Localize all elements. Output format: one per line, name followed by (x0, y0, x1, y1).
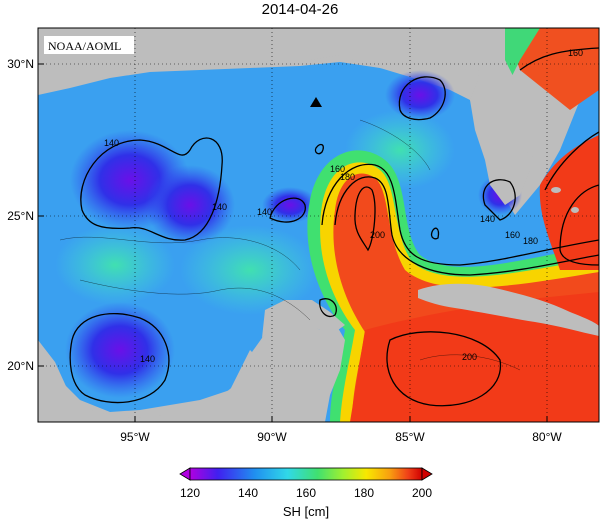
contour-label: 180 (523, 236, 538, 246)
cuba-land (418, 283, 599, 336)
contour-label: 180 (340, 172, 355, 182)
graticule (38, 28, 599, 422)
colorbar-low-arrow (179, 467, 191, 481)
contour-label: 140 (140, 354, 155, 364)
lon-label: 80°W (532, 430, 562, 444)
yucatan-land (262, 300, 345, 338)
us-gulf-coast (38, 28, 505, 92)
colorbar-tick: 120 (180, 486, 200, 500)
axis-ticks (38, 63, 548, 422)
minor-contours (59, 119, 521, 371)
contour-label: 140 (104, 138, 119, 148)
cyan-patch (55, 225, 175, 305)
island (551, 187, 561, 193)
map-frame (37, 27, 600, 423)
contour-label: 140 (257, 207, 272, 217)
colorbar: 120 140 160 180 200 SH [cm] (179, 467, 433, 519)
cold-eddy (145, 165, 235, 245)
colorbar-label: SH [cm] (283, 504, 329, 519)
contour-label: 200 (462, 352, 477, 362)
contour-label: 200 (370, 230, 385, 240)
island (571, 207, 579, 213)
colorbar-gradient (189, 467, 423, 481)
contour-label: 160 (505, 230, 520, 240)
colorbar-tick: 140 (238, 486, 258, 500)
mexico-land (38, 318, 345, 422)
agency-label-box (44, 36, 134, 54)
agency-label: NOAA/AOML (48, 39, 121, 53)
island (527, 151, 533, 159)
colorbar-tick: 200 (412, 486, 432, 500)
caribbean-warm (350, 292, 599, 422)
lon-label: 85°W (395, 430, 425, 444)
lon-label: 95°W (120, 430, 150, 444)
contour-label: 160 (568, 48, 583, 58)
contour-label: 160 (330, 164, 345, 174)
triangle-marker-icon (310, 97, 322, 107)
contour-label: 140 (212, 202, 227, 212)
colorbar-tick: 180 (354, 486, 374, 500)
lon-label: 90°W (257, 430, 287, 444)
lat-label: 30°N (7, 57, 34, 71)
lat-label: 20°N (7, 359, 34, 373)
atlantic-ocean (505, 28, 599, 110)
contour-label-group: 140 140 140 140 140 160 180 160 180 200 … (104, 48, 583, 364)
cold-eddy (65, 302, 175, 398)
colorbar-high-arrow (421, 467, 433, 481)
cyan-patch (180, 225, 320, 315)
lat-label: 25°N (7, 209, 34, 223)
colorbar-tick: 160 (296, 486, 316, 500)
cold-eddy (385, 70, 455, 120)
contour-label: 140 (480, 214, 495, 224)
contour-lines (69, 47, 599, 407)
map-title: 2014-04-26 (261, 1, 339, 18)
florida-current (539, 135, 599, 270)
florida-land (470, 60, 530, 205)
